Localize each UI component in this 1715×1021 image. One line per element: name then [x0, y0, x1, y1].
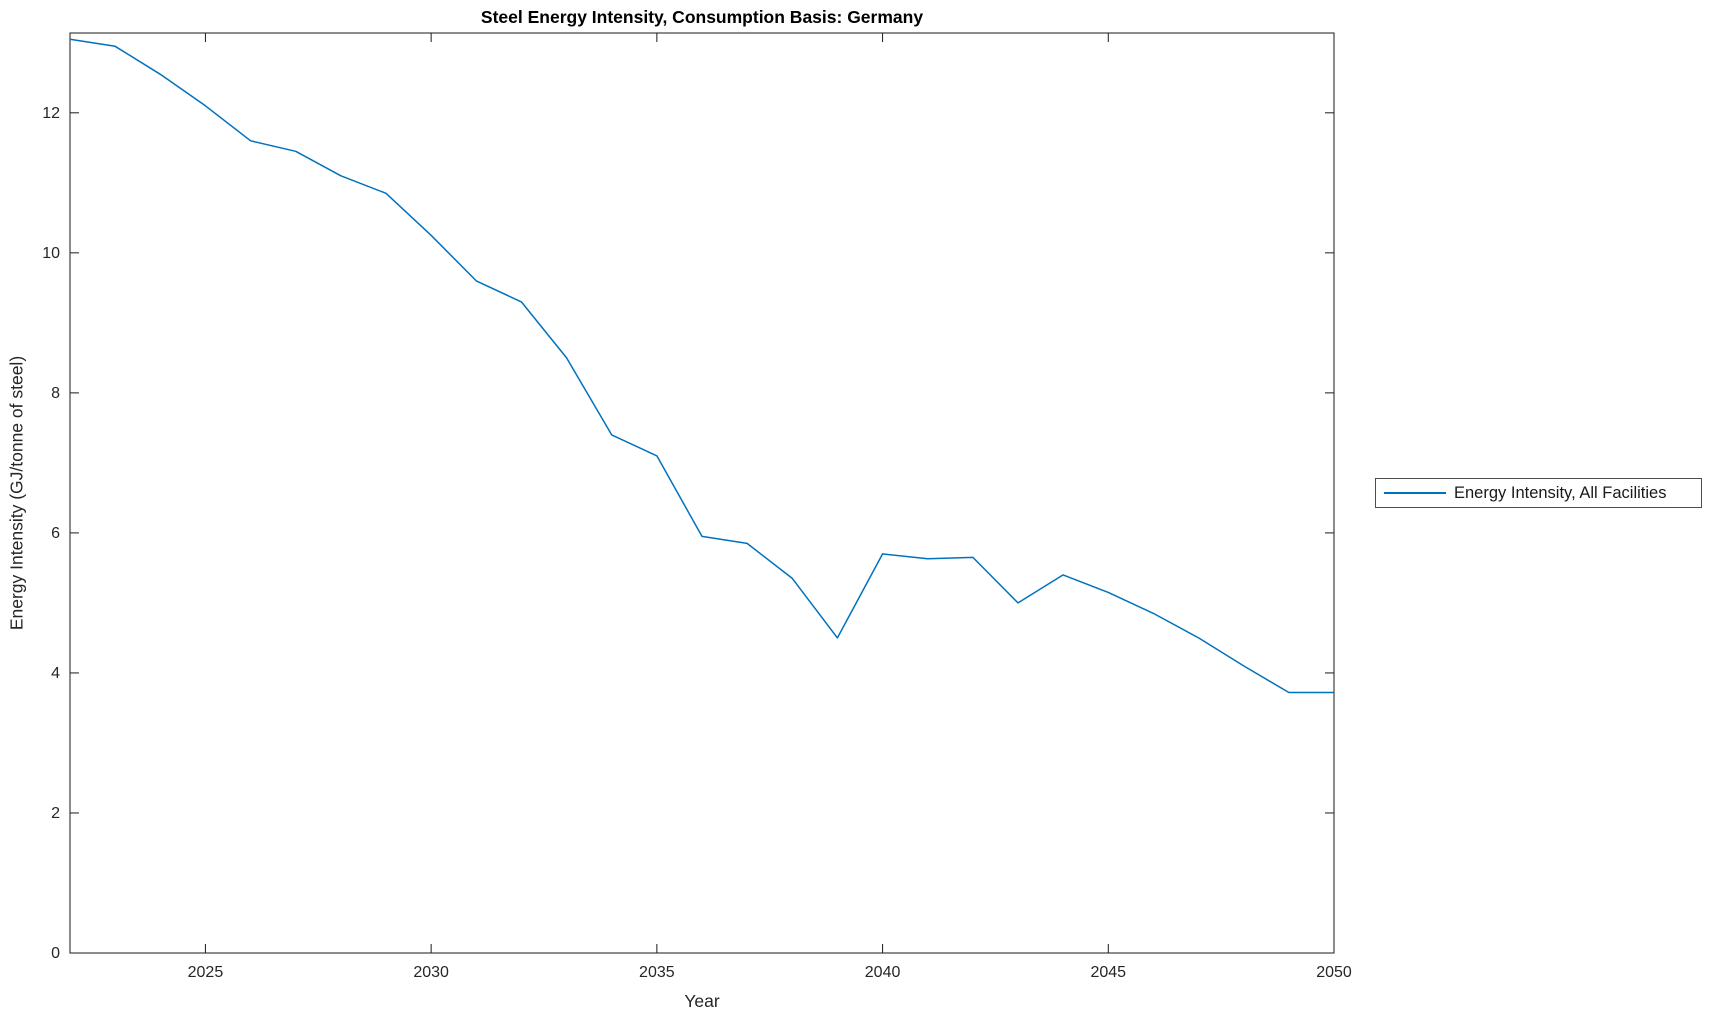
legend-line-sample: [1384, 492, 1446, 494]
y-tick-label: 4: [51, 665, 60, 682]
legend: Energy Intensity, All Facilities: [1375, 478, 1702, 508]
x-tick-label: 2030: [413, 964, 449, 981]
chart-title: Steel Energy Intensity, Consumption Basi…: [480, 7, 924, 27]
y-tick-label: 2: [51, 805, 60, 822]
x-tick-label: 2050: [1316, 964, 1352, 981]
x-axis-label: Year: [684, 991, 720, 1011]
y-axis-label: Energy Intensity (GJ/tonne of steel): [6, 355, 27, 631]
legend-label: Energy Intensity, All Facilities: [1454, 483, 1667, 502]
x-tick-label: 2040: [865, 964, 901, 981]
x-tick-label: 2035: [639, 964, 675, 981]
data-line-energy-intensity: [69, 38, 1334, 694]
y-tick-label: 12: [42, 105, 60, 122]
y-tick-label: 8: [51, 385, 60, 402]
y-tick-label: 6: [51, 525, 60, 542]
y-tick-label: 10: [42, 245, 60, 262]
x-tick-label: 2045: [1090, 964, 1126, 981]
plot-box: [69, 32, 1335, 954]
x-tick-label: 2025: [188, 964, 224, 981]
y-tick-label: 0: [51, 945, 60, 962]
